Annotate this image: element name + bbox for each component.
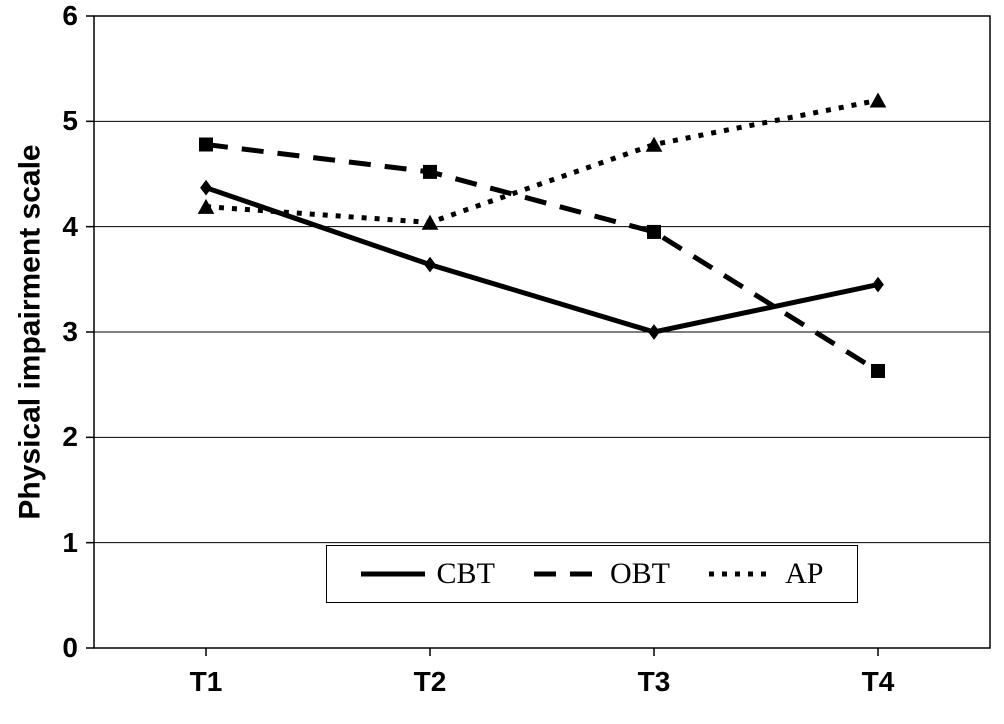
legend-label-ap: AP bbox=[785, 557, 823, 591]
x-tick-label: T1 bbox=[156, 666, 256, 698]
x-tick-label: T4 bbox=[828, 666, 928, 698]
legend-swatch-obt bbox=[534, 564, 598, 584]
x-tick-label: T3 bbox=[604, 666, 704, 698]
legend-swatch-ap bbox=[709, 564, 773, 584]
chart-container: Physical impairment scale CBT OBT AP 0 1 2 3 4… bbox=[0, 0, 1004, 724]
legend-label-obt: OBT bbox=[610, 557, 670, 591]
y-axis-title: Physical impairment scale bbox=[14, 144, 48, 519]
y-tick-label: 4 bbox=[46, 211, 78, 243]
y-tick-label: 6 bbox=[46, 0, 78, 32]
y-tick-label: 5 bbox=[46, 105, 78, 137]
x-tick-label: T2 bbox=[380, 666, 480, 698]
legend-item-ap: AP bbox=[709, 557, 823, 591]
legend-swatch-cbt bbox=[361, 564, 425, 584]
y-tick-label: 2 bbox=[46, 421, 78, 453]
legend-label-cbt: CBT bbox=[437, 557, 495, 591]
y-tick-label: 3 bbox=[46, 316, 78, 348]
legend: CBT OBT AP bbox=[326, 545, 858, 603]
legend-item-cbt: CBT bbox=[361, 557, 495, 591]
y-tick-label: 0 bbox=[46, 632, 78, 664]
legend-item-obt: OBT bbox=[534, 557, 670, 591]
y-tick-label: 1 bbox=[46, 527, 78, 559]
chart-svg bbox=[0, 0, 1004, 724]
